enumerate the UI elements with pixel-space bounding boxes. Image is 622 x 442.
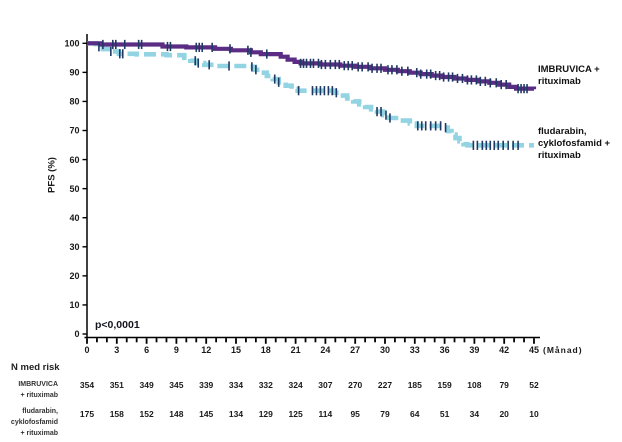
km-curve-imbruvica <box>87 41 537 91</box>
risk-count: 339 <box>199 380 214 390</box>
x-tick-label: 27 <box>350 345 360 355</box>
legend-line: cyklofosfamid + <box>538 138 611 149</box>
risk-row-label: IMBRUVICA <box>18 381 58 388</box>
legend-line: fludarabin, <box>538 126 587 137</box>
risk-count: 64 <box>410 409 420 419</box>
y-axis-title: PFS (%) <box>46 157 58 193</box>
x-axis-ticks: 0 3 6 9 12 15 18 21 24 27 30 33 36 39 42 45 <box>84 338 539 355</box>
risk-count: 148 <box>169 409 184 419</box>
x-axis-unit-label: (Månad) <box>543 345 583 355</box>
risk-row-label: cyklofosfamid <box>10 419 58 426</box>
risk-count: 34 <box>469 409 480 419</box>
legend-line: IMBRUVICA + <box>538 64 600 75</box>
legend-fludarabin-cyklofosfamid-rituximab: fludarabin, cyklofosfamid + rituximab <box>538 126 610 162</box>
y-tick-label: 20 <box>69 271 79 281</box>
risk-count: 227 <box>377 380 393 390</box>
risk-row-label: + rituximab <box>20 392 58 399</box>
x-tick-label: 30 <box>380 345 390 355</box>
risk-row-label: + rituximab <box>20 430 58 437</box>
y-tick-label: 70 <box>69 126 79 136</box>
risk-count: 334 <box>228 380 244 390</box>
risk-count: 270 <box>348 380 363 390</box>
risk-count: 351 <box>109 380 124 390</box>
y-tick-label: 60 <box>69 155 79 165</box>
x-tick-label: 12 <box>201 345 211 355</box>
x-tick-label: 36 <box>440 345 450 355</box>
y-tick-label: 30 <box>69 242 79 252</box>
risk-count: 152 <box>139 409 154 419</box>
x-tick-label: 18 <box>261 345 271 355</box>
risk-count: 332 <box>258 380 273 390</box>
risk-count: 185 <box>407 380 422 390</box>
risk-count: 114 <box>318 409 333 419</box>
risk-count: 79 <box>499 380 509 390</box>
x-tick-label: 24 <box>320 345 330 355</box>
risk-count: 349 <box>139 380 154 390</box>
censor-ticks-fcr <box>98 42 519 150</box>
x-tick-label: 21 <box>291 345 301 355</box>
x-tick-label: 33 <box>410 345 420 355</box>
y-tick-label: 50 <box>69 184 79 194</box>
risk-count: 145 <box>199 409 214 419</box>
y-tick-label: 80 <box>69 97 79 107</box>
y-tick-label: 10 <box>69 300 79 310</box>
y-tick-label: 40 <box>69 213 79 223</box>
risk-count: 51 <box>439 409 450 419</box>
risk-table-title: N med risk <box>11 362 60 373</box>
risk-count: 125 <box>288 409 303 419</box>
risk-count: 175 <box>79 409 95 419</box>
risk-count: 324 <box>288 380 303 390</box>
x-tick-label: 39 <box>469 345 479 355</box>
y-tick-label: 0 <box>74 329 79 339</box>
risk-count: 345 <box>169 380 184 390</box>
y-tick-label: 90 <box>69 68 79 78</box>
x-tick-label: 15 <box>231 345 241 355</box>
risk-count: 129 <box>258 409 273 419</box>
risk-count: 354 <box>79 380 95 390</box>
x-tick-label: 45 <box>529 345 539 355</box>
legend-line: rituximab <box>538 150 581 161</box>
censor-ticks-imbruvica <box>102 39 528 94</box>
risk-count: 108 <box>467 380 482 390</box>
legend-line: rituximab <box>538 76 581 87</box>
y-axis-ticks: 0 10 20 30 40 50 60 70 80 90 100 <box>64 39 87 339</box>
x-tick-label: 6 <box>144 345 149 355</box>
risk-count: 159 <box>437 380 452 390</box>
risk-count: 10 <box>529 409 539 419</box>
risk-count: 95 <box>350 409 360 419</box>
axes <box>84 34 540 339</box>
risk-count: 20 <box>499 409 509 419</box>
risk-count: 79 <box>380 409 390 419</box>
risk-count: 52 <box>529 380 539 390</box>
risk-row-label: fludarabin, <box>22 408 58 415</box>
x-tick-label: 0 <box>84 345 89 355</box>
risk-count: 158 <box>109 409 124 419</box>
km-curve-fcr <box>87 41 534 148</box>
x-tick-label: 3 <box>114 345 119 355</box>
x-tick-label: 9 <box>174 345 179 355</box>
p-value-annotation: p<0,0001 <box>95 319 140 331</box>
y-tick-label: 100 <box>64 39 79 49</box>
x-tick-label: 42 <box>499 345 509 355</box>
risk-count: 134 <box>228 409 244 419</box>
legend-imbruvica-rituximab: IMBRUVICA + rituximab <box>538 64 600 88</box>
risk-count: 307 <box>318 380 333 390</box>
